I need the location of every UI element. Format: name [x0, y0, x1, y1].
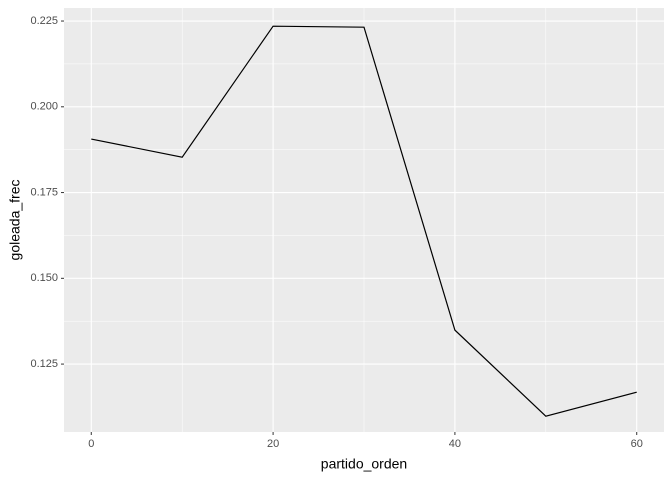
x-tick-label: 60 [631, 438, 643, 450]
y-tick-label: 0.200 [30, 101, 58, 113]
x-axis-title: partido_orden [321, 456, 407, 472]
y-tick-label: 0.150 [30, 272, 58, 284]
y-tick-label: 0.175 [30, 186, 58, 198]
x-tick-label: 0 [88, 438, 94, 450]
x-tick-label: 20 [267, 438, 279, 450]
line [91, 25, 637, 417]
y-tick-label: 0.225 [30, 15, 58, 27]
y-axis-title: goleada_frec [7, 180, 23, 261]
y-tick-label: 0.125 [30, 358, 58, 370]
x-tick-label: 40 [449, 438, 461, 450]
